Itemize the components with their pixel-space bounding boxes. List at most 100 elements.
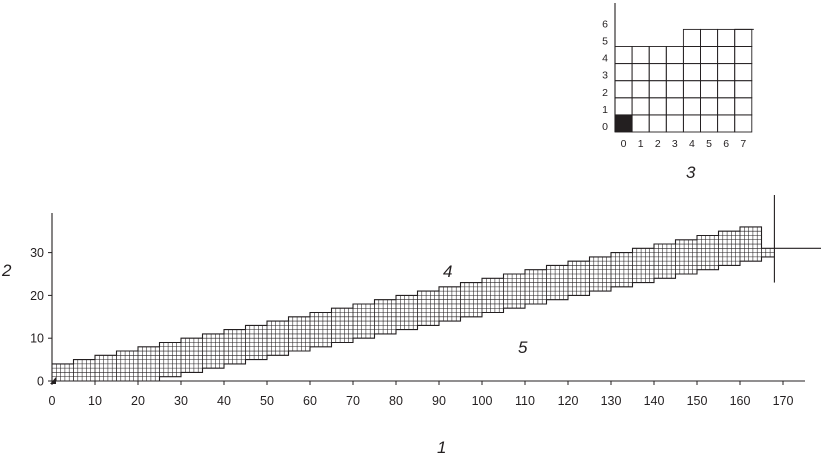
- inset-cell: [648, 97, 667, 116]
- x-tick-label: 130: [601, 394, 622, 408]
- band-column: [675, 239, 698, 275]
- inset-y-tick-label: 5: [602, 36, 608, 48]
- band-column: [718, 230, 741, 266]
- band-column: [567, 260, 590, 296]
- band-column: [159, 342, 182, 377]
- inset-cell: [734, 114, 753, 133]
- band-column: [761, 248, 775, 258]
- inset-cell: [665, 114, 684, 133]
- inset-cell: [700, 80, 719, 99]
- band-column: [438, 286, 461, 322]
- main-x-ticks: 0 10 20 30 40 50 60 70 80 90 100 110 120 130 140 150 160…: [49, 381, 794, 408]
- inset-column: [665, 46, 684, 133]
- x-tick-label: 40: [217, 394, 231, 408]
- x-tick-label: 10: [88, 394, 102, 408]
- staircase-band: [51, 226, 775, 382]
- inset-cell: [734, 46, 753, 65]
- inset-cell: [682, 114, 701, 133]
- band-column: [589, 256, 612, 292]
- inset-cell: [648, 80, 667, 99]
- inset-cell: [665, 97, 684, 116]
- inset-x-tick-label: 0: [621, 138, 627, 150]
- inset-filled-cell: [614, 114, 633, 133]
- inset-y-tick-label: 1: [602, 104, 608, 116]
- inset-cell: [682, 28, 701, 47]
- inset-column: [614, 46, 633, 133]
- inset-cell: [648, 46, 667, 65]
- band-column: [202, 333, 225, 369]
- x-tick-label: 110: [515, 394, 535, 408]
- main-axes: [48, 195, 821, 384]
- band-column: [137, 346, 160, 382]
- inset-cell: [682, 63, 701, 82]
- x-tick-label: 120: [558, 394, 579, 408]
- inset-cell: [648, 114, 667, 133]
- inset-x-tick-label: 5: [706, 138, 712, 150]
- x-tick-label: 60: [303, 394, 317, 408]
- inset-x-tick-label: 3: [672, 138, 678, 150]
- band-column: [352, 303, 375, 339]
- upper-edge-line: [52, 226, 775, 365]
- band-column: [73, 359, 96, 382]
- inset-x-tick-label: 1: [638, 138, 644, 150]
- inset-cell: [631, 114, 650, 133]
- inset-cell: [717, 28, 736, 47]
- inset-cell: [614, 63, 633, 82]
- inset-cell: [717, 114, 736, 133]
- y-tick-label: 30: [30, 246, 44, 260]
- inset-column: [700, 28, 719, 133]
- inset-y-tick-label: 6: [602, 18, 608, 30]
- inset-cell: [717, 97, 736, 116]
- band-column: [288, 316, 311, 352]
- band-column: [245, 325, 268, 360]
- x-axis-callout: 1: [437, 438, 446, 457]
- band-column: [309, 312, 332, 348]
- band-column: [180, 337, 203, 373]
- inset-column: [631, 46, 650, 133]
- band-column: [331, 307, 354, 343]
- inset-x-tick-label: 6: [723, 138, 729, 150]
- inset-cell: [717, 46, 736, 65]
- inset-cell: [700, 97, 719, 116]
- band-column: [223, 329, 246, 365]
- x-tick-label: 160: [730, 394, 751, 408]
- inset-cell: [717, 63, 736, 82]
- upper-edge-callout: 4: [443, 262, 452, 281]
- inset-cell: [700, 114, 719, 133]
- inset-y-tick-label: 2: [602, 87, 608, 99]
- band-column: [696, 235, 719, 270]
- band-column: [374, 299, 397, 335]
- x-tick-label: 150: [687, 394, 708, 408]
- inset-cell: [700, 28, 719, 47]
- band-column: [417, 290, 440, 326]
- x-tick-label: 70: [346, 394, 360, 408]
- x-tick-label: 20: [131, 394, 145, 408]
- inset-column: [734, 28, 753, 133]
- inset-cell: [665, 80, 684, 99]
- x-tick-label: 140: [644, 394, 665, 408]
- inset-cell: [682, 97, 701, 116]
- x-tick-label: 80: [389, 394, 403, 408]
- inset-cell: [717, 80, 736, 99]
- inset-cell: [631, 97, 650, 116]
- inset-cell: [734, 63, 753, 82]
- band-column: [739, 226, 762, 262]
- inset-cell: [614, 46, 633, 65]
- inset-cell: [614, 80, 633, 99]
- inset-x-tick-label: 4: [689, 138, 695, 150]
- band-column: [116, 350, 139, 382]
- band-column: [546, 265, 569, 300]
- inset-cell: [648, 63, 667, 82]
- inset-cell: [734, 97, 753, 116]
- inset-cell: [682, 46, 701, 65]
- x-tick-label: 170: [773, 394, 794, 408]
- x-tick-label: 50: [260, 394, 274, 408]
- inset-column: [717, 28, 736, 133]
- band-column: [94, 355, 117, 382]
- main-y-ticks: 0 10 20 30: [30, 246, 52, 389]
- band-column: [460, 282, 483, 318]
- inset-cell: [631, 63, 650, 82]
- band-column: [653, 243, 676, 279]
